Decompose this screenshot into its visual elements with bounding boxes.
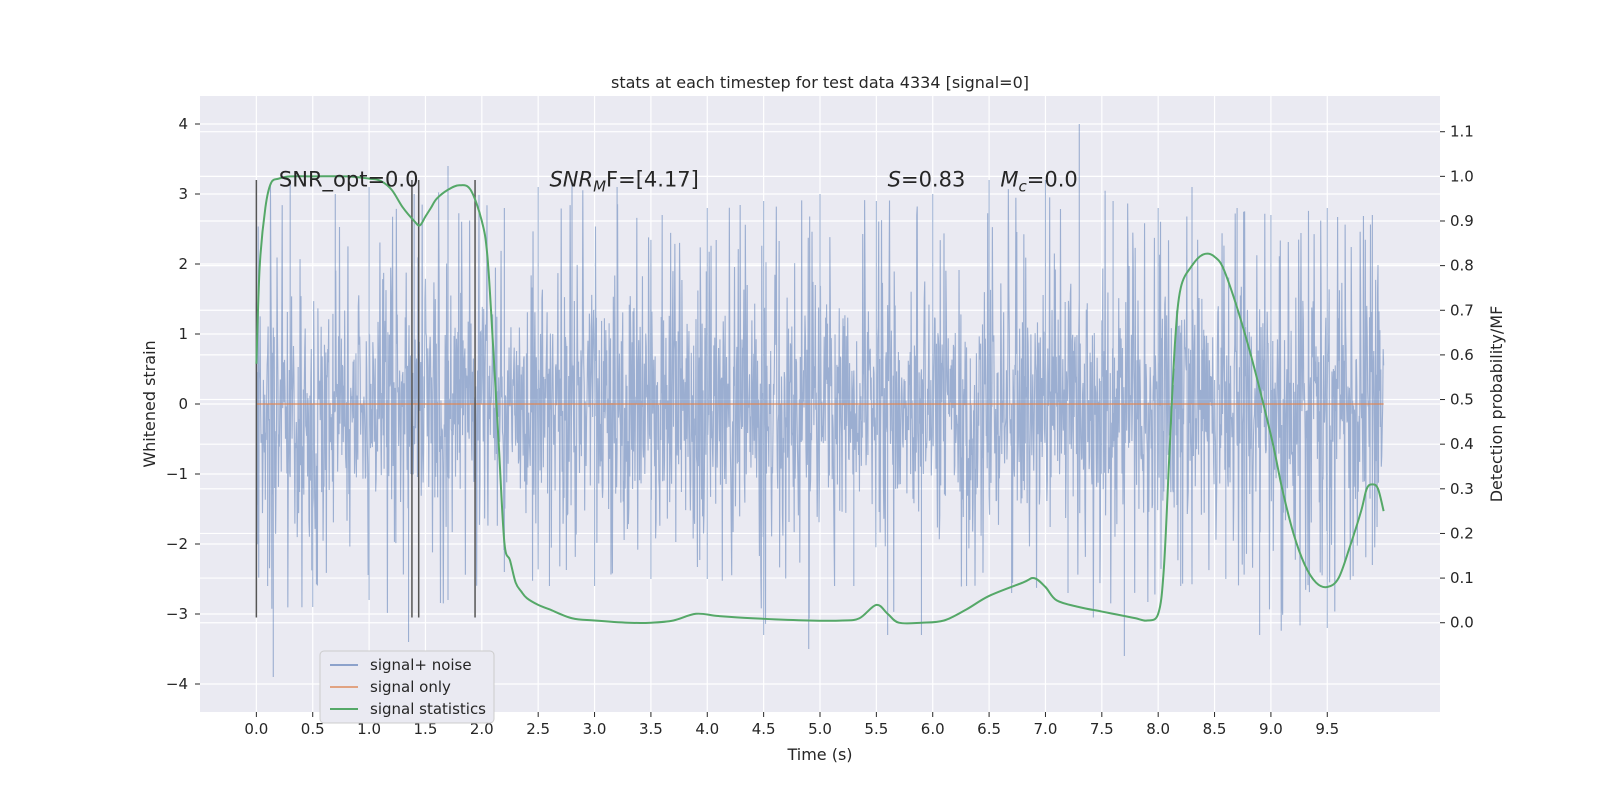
y-left-tick-label: −4 [166, 675, 188, 693]
y-right-tick-label: 0.2 [1450, 524, 1474, 542]
chart-title: stats at each timestep for test data 433… [611, 73, 1029, 92]
x-axis-title: Time (s) [786, 745, 852, 764]
y-left-tick-label: 4 [178, 115, 188, 133]
y-right-tick-label: 1.1 [1450, 123, 1474, 141]
x-tick-label: 4.5 [752, 720, 776, 738]
y-left-tick-label: −1 [166, 465, 188, 483]
x-tick-label: 7.5 [1090, 720, 1114, 738]
annotation-text: SNRMF=[4.17] [549, 168, 698, 196]
y-left-tick-label: −3 [166, 605, 188, 623]
x-tick-label: 5.5 [864, 720, 888, 738]
y-right-tick-label: 0.4 [1450, 435, 1474, 453]
y-right-tick-label: 0.1 [1450, 569, 1474, 587]
x-tick-label: 8.0 [1146, 720, 1170, 738]
vertical-markers [255, 180, 476, 618]
y-right-tick-label: 0.6 [1450, 346, 1474, 364]
x-tick-label: 6.0 [921, 720, 945, 738]
y-left-tick-label: 0 [178, 395, 188, 413]
y-axis-left-title: Whitened strain [140, 340, 159, 467]
y-left-tick-label: 3 [178, 185, 188, 203]
x-tick-label: 9.0 [1259, 720, 1283, 738]
y-right-tick-label: 0.0 [1450, 614, 1474, 632]
x-tick-label: 2.0 [470, 720, 494, 738]
annotation-text: S=0.83 [888, 168, 966, 192]
x-tick-label: 2.5 [526, 720, 550, 738]
x-tick-label: 3.0 [583, 720, 607, 738]
x-tick-label: 8.5 [1203, 720, 1227, 738]
x-tick-label: 1.0 [357, 720, 381, 738]
legend: signal+ noise signal only signal statist… [319, 650, 495, 724]
legend-box [319, 650, 495, 724]
annotation-text: SNR_opt=0.0 [279, 168, 419, 193]
x-tick-label: 0.5 [301, 720, 325, 738]
y-right-tick-label: 0.8 [1450, 257, 1474, 275]
y-right-tick-label: 1.0 [1450, 167, 1474, 185]
y-right-tick-label: 0.7 [1450, 301, 1474, 319]
y-right-tick-label: 0.5 [1450, 391, 1474, 409]
x-axis: 0.0 0.5 1.0 1.5 2.0 2.5 3.0 3.5 4.0 4.5 5.0 5.5 6.0 6… [244, 712, 1339, 738]
y-right-tick-label: 0.9 [1450, 212, 1474, 230]
y-right-tick-label: 0.3 [1450, 480, 1474, 498]
x-tick-label: 7.0 [1034, 720, 1058, 738]
legend-label-signal-noise: signal+ noise [370, 656, 472, 674]
y-left-tick-label: 1 [178, 325, 188, 343]
legend-label-signal-only: signal only [370, 678, 451, 696]
x-tick-label: 3.5 [639, 720, 663, 738]
x-tick-label: 6.5 [977, 720, 1001, 738]
y-axis-right-title: Detection probability/MF [1487, 306, 1506, 503]
y-axis-left: 4 3 2 1 0 −1 −2 −3 −4 [166, 115, 200, 693]
x-tick-label: 4.0 [695, 720, 719, 738]
series-signal-statistics [255, 175, 1385, 625]
annotation-text: Mc=0.0 [1000, 168, 1077, 196]
legend-label-signal-statistics: signal statistics [370, 700, 486, 718]
y-left-tick-label: 2 [178, 255, 188, 273]
signal-statistics-curve [255, 175, 1385, 625]
x-tick-label: 0.0 [244, 720, 268, 738]
x-tick-label: 1.5 [414, 720, 438, 738]
y-left-tick-label: −2 [166, 535, 188, 553]
annotations: SNR_opt=0.0 SNRMF=[4.17] S=0.83 Mc=0.0 [279, 168, 1078, 196]
y-axis-right: 1.1 1.0 0.9 0.8 0.7 0.6 0.5 0.4 0.3 0.2 0.1 0.0 [1440, 123, 1474, 632]
x-tick-label: 5.0 [808, 720, 832, 738]
x-tick-label: 9.5 [1315, 720, 1339, 738]
